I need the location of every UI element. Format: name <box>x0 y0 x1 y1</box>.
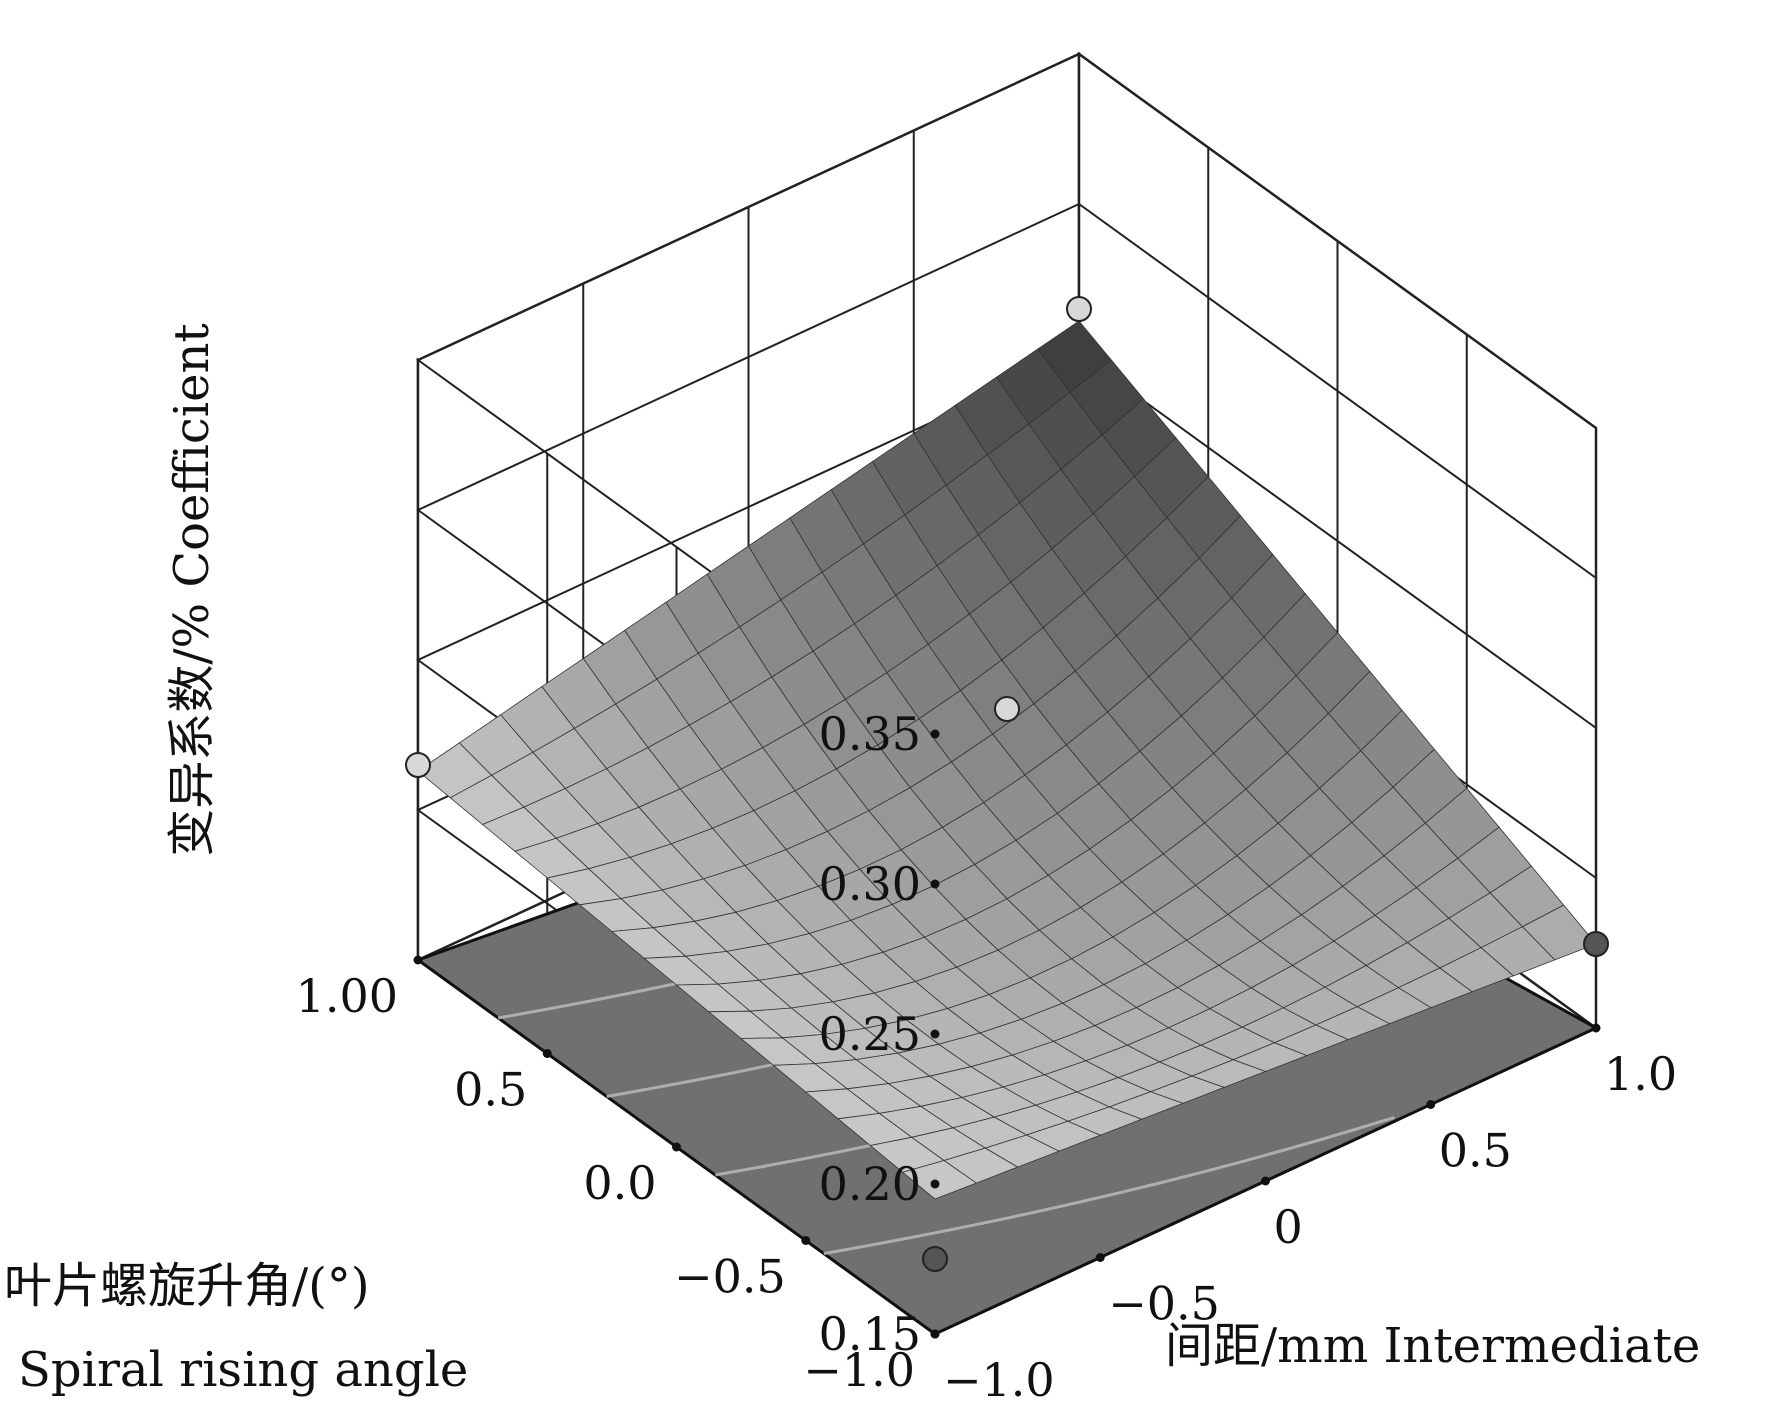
floor-contour-0 <box>823 1115 1395 1256</box>
design-point-3 <box>1583 931 1609 957</box>
design-points <box>405 296 1609 1272</box>
x-tick-label-4: 1.0 <box>1604 1047 1677 1101</box>
x-tick-mark-3 <box>1426 1100 1436 1109</box>
z-tick-label-2: 0.25 <box>819 1007 921 1061</box>
y-tick-mark-4 <box>413 955 423 965</box>
y-tick-mark-2 <box>672 1142 681 1152</box>
z-tick-mark-1 <box>930 1179 940 1189</box>
x-tick-mark-2 <box>1261 1176 1270 1186</box>
y-tick-mark-3 <box>542 1049 552 1058</box>
z-tick-mark-2 <box>930 1029 940 1039</box>
axis-ticks: 0.150.200.250.300.35−1.0−0.500.51.0−1.0−… <box>296 707 1678 1405</box>
y-tick-mark-0 <box>930 1329 940 1339</box>
x-tick-label-2: 0 <box>1274 1200 1303 1254</box>
surface-patch <box>901 1160 978 1200</box>
y-tick-mark-1 <box>801 1236 811 1245</box>
y-tick-label-4: 1.00 <box>296 969 398 1023</box>
x-tick-label-1: −0.5 <box>1108 1277 1220 1331</box>
design-point-2 <box>994 696 1020 722</box>
y-tick-label-2: 0.0 <box>583 1156 656 1210</box>
z-tick-label-0: 0.15 <box>819 1307 921 1361</box>
x-axis-title: 间距/mm Intermediate <box>1165 1318 1700 1374</box>
response-surface <box>417 320 1597 1200</box>
z-axis-title: 变异系数/% Coefficient <box>164 323 220 856</box>
x-tick-label-3: 0.5 <box>1439 1124 1512 1178</box>
design-point-1 <box>1066 296 1092 322</box>
z-tick-label-3: 0.30 <box>819 857 921 911</box>
y-tick-label-3: 0.5 <box>454 1063 527 1117</box>
z-tick-mark-4 <box>930 729 940 739</box>
z-tick-mark-3 <box>930 879 940 889</box>
y-axis-title-line2: Spiral rising angle <box>18 1342 468 1398</box>
design-point-0 <box>405 752 431 778</box>
design-point-4 <box>922 1246 948 1272</box>
y-tick-label-0: −1.0 <box>803 1343 915 1397</box>
x-tick-mark-4 <box>1591 1023 1601 1033</box>
axis-labels: 变异系数/% Coefficient 间距/mm Intermediate 叶片… <box>4 323 1700 1398</box>
y-axis-title-line1: 叶片螺旋升角/(°) <box>4 1258 370 1314</box>
z-tick-label-1: 0.20 <box>819 1157 921 1211</box>
x-tick-label-0: −1.0 <box>943 1353 1055 1405</box>
x-tick-mark-1 <box>1095 1253 1105 1262</box>
z-tick-label-4: 0.35 <box>819 707 921 761</box>
y-tick-label-1: −0.5 <box>674 1250 786 1304</box>
